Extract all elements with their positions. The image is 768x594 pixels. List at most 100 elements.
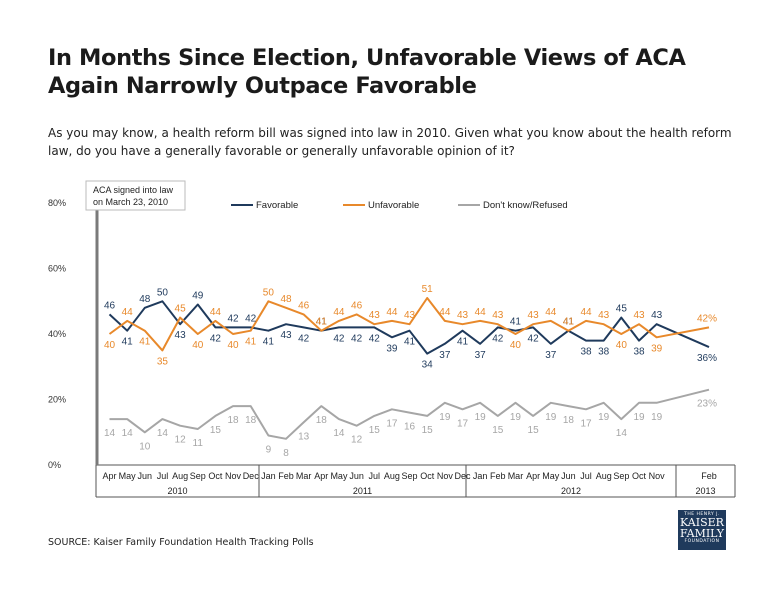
unfavorable-data-label: 44: [122, 307, 134, 318]
unfavorable-data-label: 44: [333, 307, 345, 318]
unfavorable-data-label: 46: [298, 300, 310, 311]
favorable-data-label: 42: [245, 313, 257, 324]
unfavorable-data-label: 43: [528, 310, 540, 321]
dontknow-data-label: 12: [175, 435, 187, 446]
favorable-data-label: 37: [439, 350, 451, 361]
x-tick-label: Oct: [208, 471, 223, 481]
y-tick-label: 80%: [48, 198, 66, 208]
x-tick-label: Aug: [384, 471, 400, 481]
x-tick-label: Jun: [561, 471, 576, 481]
x-tick-label: Sep: [190, 471, 206, 481]
favorable-data-label: 48: [139, 294, 151, 305]
year-label: 2011: [353, 486, 372, 496]
dontknow-data-label: 9: [266, 445, 272, 456]
x-tick-label: Feb: [490, 471, 506, 481]
legend-label: Favorable: [256, 200, 298, 211]
dontknow-data-label: 12: [351, 435, 363, 446]
unfavorable-data-label: 44: [386, 307, 398, 318]
unfavorable-data-label: 43: [492, 310, 504, 321]
dontknow-data-label: 16: [404, 422, 416, 433]
unfavorable-data-label: 42%: [697, 313, 717, 324]
favorable-data-label: 43: [280, 330, 292, 341]
x-tick-label: Apr: [526, 471, 540, 481]
dontknow-data-label: 13: [298, 431, 310, 442]
dontknow-data-label: 18: [316, 415, 328, 426]
y-tick-label: 60%: [48, 264, 66, 274]
chart-subtitle: As you may know, a health reform bill wa…: [48, 126, 732, 158]
unfavorable-data-label: 50: [263, 287, 275, 298]
logo-line-2: KAISER: [680, 516, 724, 529]
dontknow-data-label: 15: [528, 425, 540, 436]
legend-label: Don't know/Refused: [483, 200, 568, 211]
chart-title: In Months Since Election, Unfavorable Vi…: [48, 45, 686, 99]
logo-line-3: FAMILY: [679, 527, 725, 540]
favorable-data-label: 41: [404, 337, 416, 348]
favorable-data-label: 42: [227, 313, 239, 324]
x-tick-label: Oct: [632, 471, 647, 481]
favorable-data-label: 41: [563, 317, 575, 328]
favorable-data-label: 42: [333, 333, 345, 344]
x-tick-label: Dec: [243, 471, 260, 481]
y-tick-label: 20%: [48, 395, 66, 405]
aca-annotation-box: [85, 180, 186, 211]
unfavorable-line: [108, 297, 710, 352]
unfavorable-data-label: 41: [316, 317, 328, 328]
dontknow-data-label: 19: [598, 412, 610, 423]
dontknow-data-label: 19: [510, 412, 522, 423]
favorable-data-label: 41: [122, 337, 134, 348]
unfavorable-data-label: 40: [192, 340, 204, 351]
x-tick-label: Jan: [261, 471, 276, 481]
unfavorable-data-label: 43: [457, 310, 469, 321]
x-tick-label: Feb: [701, 471, 717, 481]
x-tick-label: Apr: [314, 471, 328, 481]
favorable-data-label: 36%: [697, 353, 717, 364]
dontknow-data-label: 8: [283, 448, 289, 459]
unfavorable-data-label: 40: [227, 340, 239, 351]
dontknow-data-label: 14: [333, 428, 345, 439]
unfavorable-data-label: 40: [104, 340, 116, 351]
x-tick-label: Feb: [278, 471, 294, 481]
unfavorable-data-label: 46: [351, 300, 363, 311]
favorable-data-label: 50: [157, 287, 169, 298]
dontknow-data-label: 23%: [697, 399, 717, 410]
unfavorable-data-label: 51: [422, 284, 434, 295]
favorable-data-label: 42: [369, 333, 381, 344]
unfavorable-data-label: 40: [616, 340, 628, 351]
favorable-data-label: 37: [545, 350, 557, 361]
x-tick-label: Jul: [368, 471, 380, 481]
x-tick-label: Jun: [138, 471, 153, 481]
kaiser-logo: THE HENRY J. KAISER FAMILY FOUNDATION: [678, 510, 726, 550]
dontknow-data-label: 15: [210, 425, 222, 436]
dontknow-data-label: 14: [104, 428, 116, 439]
x-tick-label: Nov: [225, 471, 242, 481]
dontknow-data-label: 10: [139, 441, 151, 452]
favorable-data-label: 41: [510, 317, 522, 328]
x-tick-label: Sep: [402, 471, 418, 481]
x-tick-label: Jul: [157, 471, 169, 481]
x-tick-label: Nov: [437, 471, 454, 481]
y-tick-label: 40%: [48, 329, 66, 339]
unfavorable-data-label: 41: [245, 337, 257, 348]
favorable-data-label: 43: [175, 330, 187, 341]
unfavorable-data-label: 48: [280, 294, 292, 305]
unfavorable-data-label: 44: [439, 307, 451, 318]
dontknow-data-label: 17: [386, 418, 398, 429]
source-note: SOURCE: Kaiser Family Foundation Health …: [48, 537, 314, 548]
favorable-data-label: 39: [386, 343, 398, 354]
year-label: 2013: [695, 486, 715, 496]
x-tick-label: May: [330, 471, 348, 481]
dontknow-data-label: 19: [439, 412, 451, 423]
favorable-data-label: 42: [492, 333, 504, 344]
x-tick-label: Oct: [420, 471, 435, 481]
x-tick-label: Mar: [296, 471, 312, 481]
favorable-data-label: 42: [298, 333, 310, 344]
unfavorable-data-label: 44: [580, 307, 592, 318]
unfavorable-data-label: 40: [510, 340, 522, 351]
favorable-data-label: 37: [475, 350, 487, 361]
dontknow-data-label: 14: [157, 428, 169, 439]
unfavorable-data-label: 43: [598, 310, 610, 321]
favorable-data-label: 38: [598, 347, 610, 358]
x-tick-label: Nov: [649, 471, 666, 481]
year-label: 2010: [167, 486, 187, 496]
favorable-data-label: 43: [651, 310, 663, 321]
